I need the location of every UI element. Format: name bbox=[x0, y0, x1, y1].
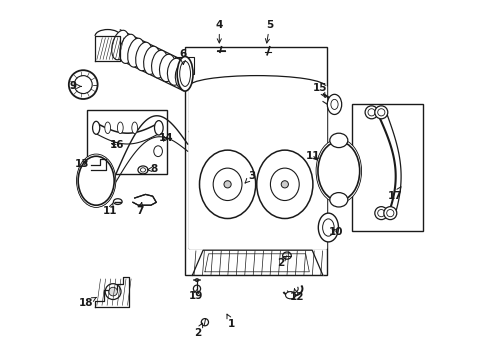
Ellipse shape bbox=[153, 146, 162, 157]
Bar bbox=[185, 47, 326, 275]
Ellipse shape bbox=[177, 57, 193, 91]
Ellipse shape bbox=[77, 155, 115, 206]
Text: 6: 6 bbox=[179, 49, 186, 64]
Ellipse shape bbox=[318, 213, 338, 242]
Ellipse shape bbox=[317, 141, 359, 201]
Ellipse shape bbox=[104, 122, 110, 134]
Text: 16: 16 bbox=[110, 140, 124, 150]
Ellipse shape bbox=[159, 54, 175, 82]
Polygon shape bbox=[188, 86, 325, 131]
Ellipse shape bbox=[317, 141, 359, 201]
Text: 10: 10 bbox=[328, 227, 343, 237]
Ellipse shape bbox=[315, 139, 361, 203]
Text: 17: 17 bbox=[387, 187, 402, 201]
Polygon shape bbox=[192, 250, 322, 275]
Ellipse shape bbox=[117, 122, 123, 134]
Ellipse shape bbox=[120, 34, 136, 63]
Text: 15: 15 bbox=[312, 83, 326, 97]
Ellipse shape bbox=[132, 122, 137, 134]
Polygon shape bbox=[95, 277, 129, 307]
Text: 9: 9 bbox=[70, 81, 81, 91]
Text: 1: 1 bbox=[226, 314, 235, 329]
Bar bbox=[318, 130, 325, 134]
Text: 8: 8 bbox=[147, 164, 157, 174]
Ellipse shape bbox=[365, 106, 377, 119]
Text: 4: 4 bbox=[215, 20, 223, 43]
Ellipse shape bbox=[77, 154, 115, 207]
Ellipse shape bbox=[256, 150, 312, 219]
Text: 18: 18 bbox=[79, 297, 96, 308]
Ellipse shape bbox=[135, 42, 152, 71]
Text: 2: 2 bbox=[276, 256, 286, 268]
Ellipse shape bbox=[154, 121, 163, 135]
Text: 2: 2 bbox=[194, 323, 202, 338]
Ellipse shape bbox=[108, 287, 117, 296]
Polygon shape bbox=[133, 194, 156, 205]
Ellipse shape bbox=[111, 30, 129, 60]
Ellipse shape bbox=[281, 181, 288, 188]
Ellipse shape bbox=[77, 154, 116, 207]
Ellipse shape bbox=[199, 150, 255, 219]
Ellipse shape bbox=[374, 106, 387, 119]
Text: 13: 13 bbox=[75, 159, 90, 169]
Ellipse shape bbox=[151, 50, 167, 78]
Text: 11: 11 bbox=[103, 203, 117, 216]
Bar bbox=[189, 130, 197, 134]
Polygon shape bbox=[188, 131, 325, 248]
Text: 11: 11 bbox=[305, 150, 320, 161]
Text: 7: 7 bbox=[136, 202, 143, 216]
Ellipse shape bbox=[78, 156, 115, 206]
Text: 19: 19 bbox=[188, 288, 203, 301]
Ellipse shape bbox=[374, 207, 387, 220]
Ellipse shape bbox=[317, 140, 360, 202]
Bar bbox=[174, 57, 194, 74]
Ellipse shape bbox=[175, 62, 191, 89]
Ellipse shape bbox=[285, 292, 295, 299]
Ellipse shape bbox=[78, 156, 114, 206]
Ellipse shape bbox=[92, 121, 100, 134]
Ellipse shape bbox=[224, 181, 231, 188]
Bar bbox=[87, 110, 167, 174]
Ellipse shape bbox=[167, 58, 183, 85]
Bar bbox=[351, 104, 422, 231]
Text: 14: 14 bbox=[159, 132, 173, 143]
Ellipse shape bbox=[127, 38, 144, 67]
Text: 5: 5 bbox=[265, 20, 273, 43]
Text: 3: 3 bbox=[244, 171, 255, 183]
Ellipse shape bbox=[316, 139, 361, 203]
Ellipse shape bbox=[329, 133, 347, 148]
Ellipse shape bbox=[329, 193, 347, 207]
Ellipse shape bbox=[316, 140, 360, 202]
Ellipse shape bbox=[326, 94, 341, 114]
Text: 12: 12 bbox=[289, 289, 304, 302]
Polygon shape bbox=[95, 36, 120, 61]
Ellipse shape bbox=[143, 46, 160, 75]
Ellipse shape bbox=[77, 155, 115, 207]
Ellipse shape bbox=[383, 207, 396, 220]
Ellipse shape bbox=[78, 156, 114, 205]
